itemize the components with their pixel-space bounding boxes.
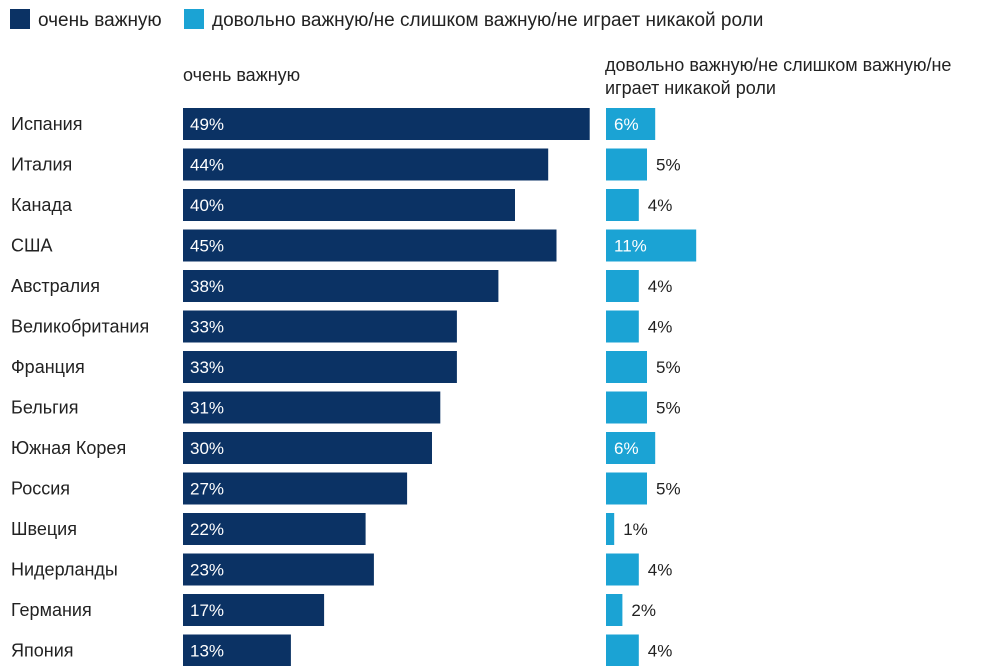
- legend-swatch-very-important: [10, 9, 30, 29]
- bar-very-important: [183, 391, 441, 424]
- category-label: Швеция: [11, 519, 77, 539]
- legend: очень важную довольно важную/не слишком …: [10, 9, 763, 31]
- bar-other: [606, 189, 639, 221]
- category-label: Великобритания: [11, 317, 149, 337]
- bar-very-important: [183, 472, 408, 505]
- bar-other: [606, 108, 656, 140]
- data-label-very-important: 27%: [190, 480, 224, 499]
- data-label-other: 4%: [648, 196, 673, 215]
- chart-rows: Испания 49% 6% Италия 44% 5% Канада 40% 4% США 45%…: [11, 108, 697, 666]
- category-label: Франция: [11, 357, 85, 377]
- category-label: Испания: [11, 114, 82, 134]
- bar-very-important: [183, 594, 325, 626]
- data-label-very-important: 44%: [190, 156, 224, 175]
- data-label-very-important: 30%: [190, 439, 224, 458]
- category-label: Нидерланды: [11, 560, 118, 580]
- bar-very-important: [183, 310, 457, 343]
- bar-other: [606, 351, 647, 383]
- data-label-other: 4%: [648, 318, 673, 337]
- data-label-other: 6%: [614, 115, 639, 134]
- bar-other: [606, 472, 647, 505]
- bar-other: [606, 553, 639, 586]
- bar-other: [606, 432, 656, 464]
- bar-very-important: [183, 148, 549, 181]
- data-label-other: 1%: [623, 520, 648, 539]
- bar-other: [606, 594, 623, 626]
- data-label-very-important: 38%: [190, 277, 224, 296]
- category-label: Германия: [11, 600, 92, 620]
- bar-other: [606, 270, 639, 302]
- data-label-other: 5%: [656, 399, 681, 418]
- data-label-other: 11%: [614, 237, 647, 256]
- bar-very-important: [183, 513, 366, 545]
- data-label-very-important: 13%: [190, 642, 224, 661]
- column-header-right-line2: играет никакой роли: [605, 78, 776, 98]
- bar-very-important: [183, 108, 590, 140]
- bar-other: [606, 391, 647, 424]
- bar-other: [606, 310, 639, 343]
- data-label-other: 2%: [631, 601, 656, 620]
- data-label-very-important: 33%: [190, 318, 224, 337]
- data-label-very-important: 45%: [190, 237, 224, 256]
- category-label: США: [11, 236, 53, 256]
- data-label-other: 5%: [656, 156, 681, 175]
- legend-label-very-important: очень важную: [38, 10, 162, 31]
- data-label-other: 5%: [656, 480, 681, 499]
- data-label-very-important: 40%: [190, 196, 224, 215]
- data-label-very-important: 49%: [190, 115, 224, 134]
- category-label: Япония: [11, 641, 74, 661]
- data-label-very-important: 23%: [190, 561, 224, 580]
- data-label-very-important: 17%: [190, 601, 224, 620]
- bar-very-important: [183, 229, 557, 262]
- data-label-other: 5%: [656, 358, 681, 377]
- bar-very-important: [183, 270, 499, 302]
- data-label-other: 4%: [648, 277, 673, 296]
- category-label: Италия: [11, 155, 72, 175]
- bar-very-important: [183, 189, 515, 221]
- column-header-right-line1: довольно важную/не слишком важную/не: [605, 55, 951, 75]
- data-label-other: 6%: [614, 439, 639, 458]
- bar-other: [606, 148, 647, 181]
- category-label: Южная Корея: [11, 438, 126, 458]
- bar-very-important: [183, 432, 432, 464]
- category-label: Канада: [11, 195, 73, 215]
- category-label: Россия: [11, 479, 70, 499]
- bar-very-important: [183, 634, 291, 666]
- legend-label-other: довольно важную/не слишком важную/не игр…: [212, 10, 763, 31]
- data-label-very-important: 31%: [190, 399, 224, 418]
- data-label-other: 4%: [648, 561, 673, 580]
- bar-other: [606, 513, 615, 545]
- column-header-left: очень важную: [183, 65, 300, 85]
- category-label: Австралия: [11, 276, 100, 296]
- legend-swatch-other: [184, 9, 204, 29]
- bar-very-important: [183, 553, 374, 586]
- data-label-other: 4%: [648, 642, 673, 661]
- bar-very-important: [183, 351, 457, 383]
- bar-other: [606, 634, 639, 666]
- bar-other: [606, 229, 697, 262]
- data-label-very-important: 22%: [190, 520, 224, 539]
- data-label-very-important: 33%: [190, 358, 224, 377]
- category-label: Бельгия: [11, 398, 78, 418]
